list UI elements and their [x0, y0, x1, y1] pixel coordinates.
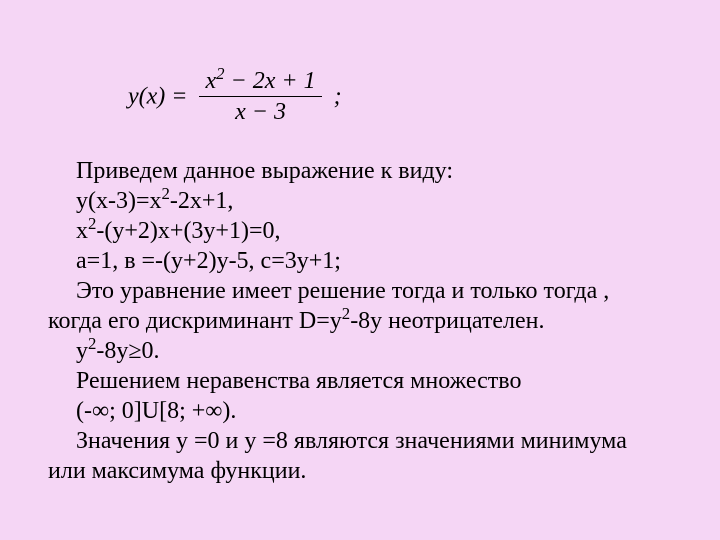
formula-fraction: x2 − 2x + 1 x − 3	[199, 68, 321, 126]
line-7: Решением неравенства является множество	[48, 366, 672, 396]
line-2: у(х-3)=х2-2х+1,	[48, 186, 672, 216]
body-text: Приведем данное выражение к виду: у(х-3)…	[48, 156, 672, 486]
line-3: х2-(у+2)х+(3у+1)=0,	[48, 216, 672, 246]
formula-denominator: x − 3	[199, 97, 321, 125]
formula-lhs: y(x) =	[128, 83, 187, 109]
line-1: Приведем данное выражение к виду:	[48, 156, 672, 186]
line-4: а=1, в =-(у+2)у-5, с=3у+1;	[48, 246, 672, 276]
line-9b: или максимума функции.	[48, 456, 672, 486]
formula-numerator: x2 − 2x + 1	[199, 68, 321, 97]
slide: y(x) = x2 − 2x + 1 x − 3 ; Приведем данн…	[0, 0, 720, 540]
line-5b: когда его дискриминант D=у2-8у неотрицат…	[48, 306, 672, 336]
formula-trailer: ;	[334, 83, 342, 109]
line-5: Это уравнение имеет решение тогда и толь…	[48, 276, 672, 306]
line-6: у2-8у≥0.	[48, 336, 672, 366]
main-formula: y(x) = x2 − 2x + 1 x − 3 ;	[128, 68, 672, 126]
line-9: Значения у =0 и у =8 являются значениями…	[48, 426, 672, 456]
line-8: (-∞; 0]U[8; +∞).	[48, 396, 672, 426]
